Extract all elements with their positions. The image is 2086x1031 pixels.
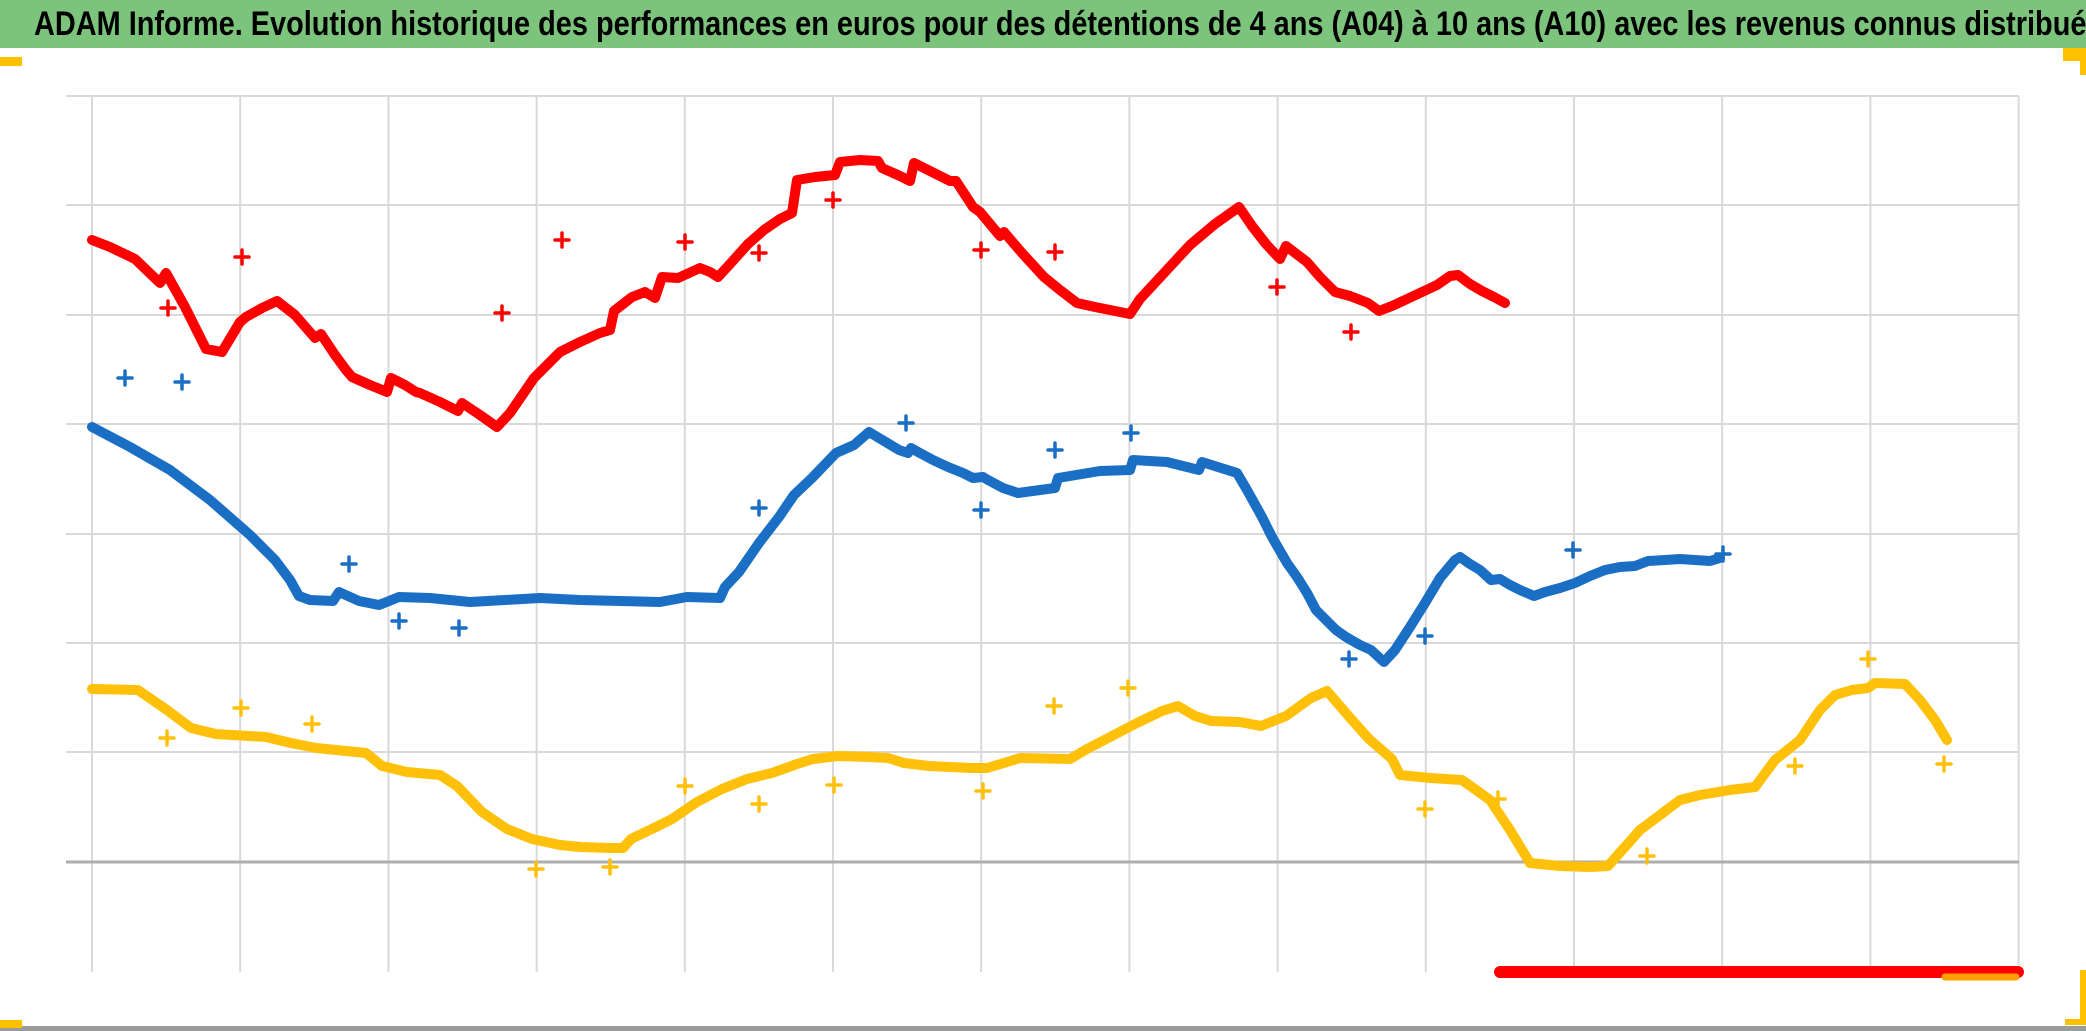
series-red-outlier-marker bbox=[824, 191, 842, 209]
series-blue-outlier-marker bbox=[173, 373, 191, 391]
series-red-outlier-marker bbox=[1342, 323, 1360, 341]
series-blue-outlier-marker bbox=[750, 499, 768, 517]
series-gold-outlier-marker bbox=[676, 777, 694, 795]
series-gold-outlier-marker bbox=[1416, 800, 1434, 818]
series-blue-outlier-marker bbox=[897, 414, 915, 432]
yellow-corner-bracket-bottom-right-arm bbox=[2080, 970, 2086, 1025]
yellow-corner-bracket-bottom-right bbox=[2065, 1019, 2086, 1025]
series-gold-outlier-marker bbox=[1119, 679, 1137, 697]
series-gold-outlier-marker bbox=[750, 795, 768, 813]
series-gold-outlier-marker bbox=[303, 715, 321, 733]
series-red-outlier-marker bbox=[493, 304, 511, 322]
chart-title: ADAM Informe. Evolution historique des p… bbox=[34, 4, 2086, 43]
series-red-outlier-marker bbox=[233, 248, 251, 266]
series-red-outlier-marker bbox=[553, 231, 571, 249]
series-blue-outlier-marker bbox=[116, 369, 134, 387]
series-red-outlier-marker bbox=[1046, 243, 1064, 261]
series-red-outlier-marker bbox=[676, 233, 694, 251]
yellow-tab-top-left bbox=[0, 57, 22, 66]
series-gold-outlier-marker bbox=[232, 699, 250, 717]
series-gold-outlier-marker bbox=[1638, 847, 1656, 865]
yellow-tab-bottom-left bbox=[0, 1020, 22, 1028]
series-gold-outlier-marker bbox=[158, 729, 176, 747]
chart-title-bar: ADAM Informe. Evolution historique des p… bbox=[0, 0, 2086, 48]
series-red-band bbox=[87, 155, 1510, 432]
series-blue-outlier-marker bbox=[1564, 541, 1582, 559]
series-red-outlier-marker bbox=[750, 244, 768, 262]
series-gold-outlier-marker bbox=[1045, 697, 1063, 715]
series-blue-outlier-marker bbox=[1714, 545, 1732, 563]
series-blue-outlier-marker bbox=[972, 501, 990, 519]
series-blue-outlier-marker bbox=[390, 612, 408, 630]
series-blue-outlier-marker bbox=[1340, 650, 1358, 668]
series-red-outlier-marker bbox=[159, 299, 177, 317]
bottom-divider-bar bbox=[0, 1026, 2086, 1031]
series-blue-outlier-marker bbox=[340, 555, 358, 573]
series-gold-outlier-marker bbox=[1786, 757, 1804, 775]
series-red-outlier-marker bbox=[1268, 278, 1286, 296]
series-gold-outlier-marker bbox=[527, 860, 545, 878]
series-blue-outlier-marker bbox=[450, 619, 468, 637]
series-blue-outlier-marker bbox=[1046, 441, 1064, 459]
series-blue-outlier-marker bbox=[1122, 424, 1140, 442]
series-gold-outlier-marker bbox=[1859, 650, 1877, 668]
series-red-outlier-marker bbox=[972, 241, 990, 259]
yellow-corner-bracket-top-right-arm bbox=[2080, 48, 2086, 75]
series-gold-outlier-marker bbox=[601, 858, 619, 876]
series-gold-outlier-marker bbox=[974, 782, 992, 800]
series-gold-outlier-marker bbox=[825, 776, 843, 794]
series-gold-band bbox=[87, 678, 1952, 872]
series-blue-outlier-marker bbox=[1416, 627, 1434, 645]
series-gold-outlier-marker bbox=[1935, 755, 1953, 773]
series-gold-outlier-marker bbox=[1489, 790, 1507, 808]
series-blue-band bbox=[87, 422, 1725, 667]
